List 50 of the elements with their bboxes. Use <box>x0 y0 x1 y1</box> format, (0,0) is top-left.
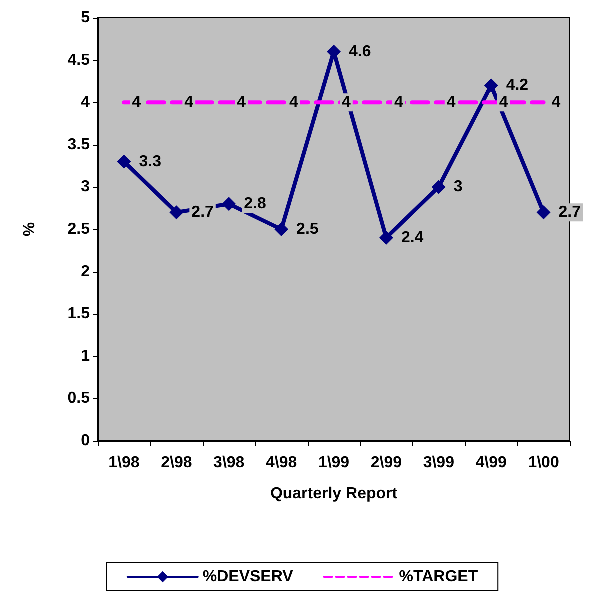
y-tick-label: 4.5 <box>68 52 90 69</box>
data-label: 2.7 <box>192 204 214 222</box>
data-label: 4 <box>394 94 404 112</box>
x-tick-label: 1\98 <box>108 454 140 472</box>
data-label: 2.8 <box>244 196 266 213</box>
x-tick-label: 2\99 <box>370 454 402 472</box>
y-tick-label: 2 <box>81 263 90 280</box>
x-tick-label: 2\98 <box>161 454 192 472</box>
data-label: 3.3 <box>139 153 162 170</box>
point <box>117 154 132 169</box>
y-tick-label: 3 <box>81 178 90 196</box>
y-tick-label: 3.5 <box>68 136 90 154</box>
data-label: 4 <box>552 94 561 112</box>
y-tick-label: 4 <box>81 94 90 112</box>
x-tick-label: 3\99 <box>423 454 455 472</box>
data-label: 2.5 <box>296 221 319 238</box>
point <box>170 206 184 220</box>
data-label: 4 <box>342 94 351 112</box>
y-tick-label: 1 <box>81 348 90 365</box>
y-tick-label: 0.5 <box>68 390 90 408</box>
point <box>222 197 236 212</box>
data-label: 4 <box>290 94 299 112</box>
point <box>432 180 446 194</box>
y-tick-label: 5 <box>81 10 90 26</box>
x-axis-title: Quarterly Report <box>270 486 398 502</box>
y-tick-label: 2.5 <box>68 221 90 238</box>
y-tick-label: 1.5 <box>68 306 90 323</box>
point <box>484 78 498 93</box>
x-tick-label: 1\99 <box>318 454 350 472</box>
data-label: 4.6 <box>349 43 372 60</box>
data-label: 4 <box>237 94 246 112</box>
point <box>274 222 289 236</box>
data-label: 2.4 <box>401 229 424 246</box>
data-label: 4 <box>132 94 142 112</box>
x-tick-label: 3\98 <box>214 454 245 472</box>
x-tick-label: 4\99 <box>476 454 508 472</box>
data-label: 4 <box>184 94 194 112</box>
legend-label: %DEVSERV <box>202 568 294 586</box>
data-label: 3 <box>454 178 463 196</box>
y-axis-title: % <box>22 222 38 237</box>
data-label: 4 <box>499 94 508 112</box>
point <box>536 206 551 220</box>
data-label: 2.7 <box>558 204 582 222</box>
y-tick-label: 0 <box>81 432 90 450</box>
x-tick-label: 4\98 <box>266 454 298 472</box>
point <box>379 230 394 245</box>
legend-label: %TARGET <box>399 568 478 586</box>
x-tick-label: 1\00 <box>528 454 560 472</box>
data-label: 4.2 <box>506 77 529 94</box>
data-label: 4 <box>446 94 456 112</box>
